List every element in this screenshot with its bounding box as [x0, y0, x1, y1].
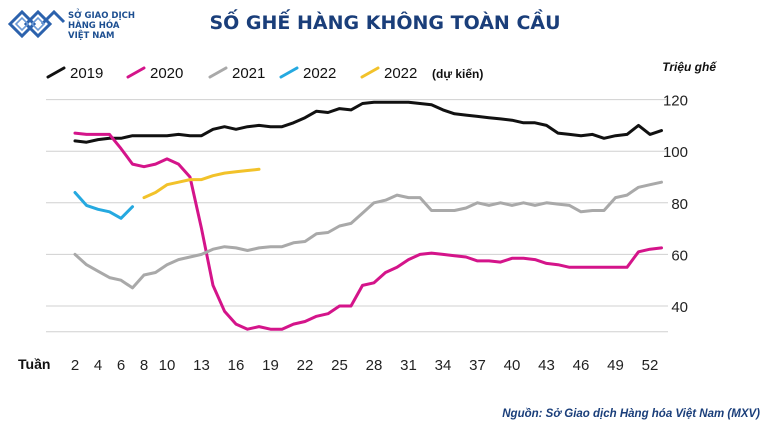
x-tick-label: 16	[228, 357, 245, 374]
x-axis-label: Tuần	[18, 356, 50, 372]
x-tick-label: 4	[94, 357, 102, 374]
chart-title: SỐ GHẾ HÀNG KHÔNG TOÀN CẦU	[209, 12, 561, 34]
logo-line-3: VIỆT NAM	[68, 31, 115, 41]
x-tick-label: 8	[140, 357, 148, 374]
logo-text: SỞ GIAO DỊCH HÀNG HÓA VIỆT NAM	[68, 11, 135, 41]
x-tick-label: 6	[117, 357, 125, 374]
legend-label: 2021	[232, 65, 265, 82]
x-tick-label: 10	[159, 357, 176, 374]
x-tick-label: 37	[469, 357, 486, 374]
y-axis-label: Triệu ghế	[662, 60, 717, 74]
legend-swatch	[360, 66, 380, 79]
legend-swatch	[208, 66, 228, 79]
y-tick-label: 100	[663, 144, 688, 161]
x-tick-label: 2	[71, 357, 79, 374]
legend-note: (dự kiến)	[432, 67, 483, 81]
series-line-1	[73, 131, 663, 331]
legend-swatch	[126, 66, 146, 79]
series-line-2	[73, 180, 663, 290]
logo-mark-icon	[7, 9, 66, 39]
x-tick-label: 19	[262, 357, 279, 374]
y-tick-label: 80	[671, 196, 688, 213]
logo-line-2: HÀNG HÓA	[68, 21, 120, 31]
y-tick-label: 40	[671, 299, 688, 316]
x-tick-label: 43	[538, 357, 555, 374]
series-line-4	[142, 167, 261, 200]
legend-swatch	[279, 66, 299, 79]
y-tick-label: 60	[671, 247, 688, 264]
mxv-logo: SỞ GIAO DỊCH HÀNG HÓA VIỆT NAM	[6, 6, 146, 46]
source-note: Nguồn: Sở Giao dịch Hàng hóa Việt Nam (M…	[502, 408, 760, 420]
legend-label: 2022	[303, 65, 336, 82]
legend-label: 2020	[150, 65, 183, 82]
x-tick-label: 40	[504, 357, 521, 374]
legend-swatch	[46, 66, 66, 79]
logo-line-1: SỞ GIAO DỊCH	[68, 11, 135, 21]
x-tick-label: 34	[435, 357, 452, 374]
series-line-3	[73, 191, 134, 220]
x-tick-label: 22	[297, 357, 314, 374]
x-tick-label: 28	[366, 357, 383, 374]
x-tick-label: 52	[642, 357, 659, 374]
x-tick-label: 31	[400, 357, 417, 374]
x-tick-label: 49	[607, 357, 624, 374]
x-tick-label: 25	[331, 357, 348, 374]
x-tick-label: 13	[193, 357, 210, 374]
legend-label: 2019	[70, 65, 103, 82]
series-line-0	[73, 100, 663, 144]
y-tick-label: 120	[663, 93, 688, 110]
x-tick-label: 46	[573, 357, 590, 374]
legend-label: 2022	[384, 65, 417, 82]
